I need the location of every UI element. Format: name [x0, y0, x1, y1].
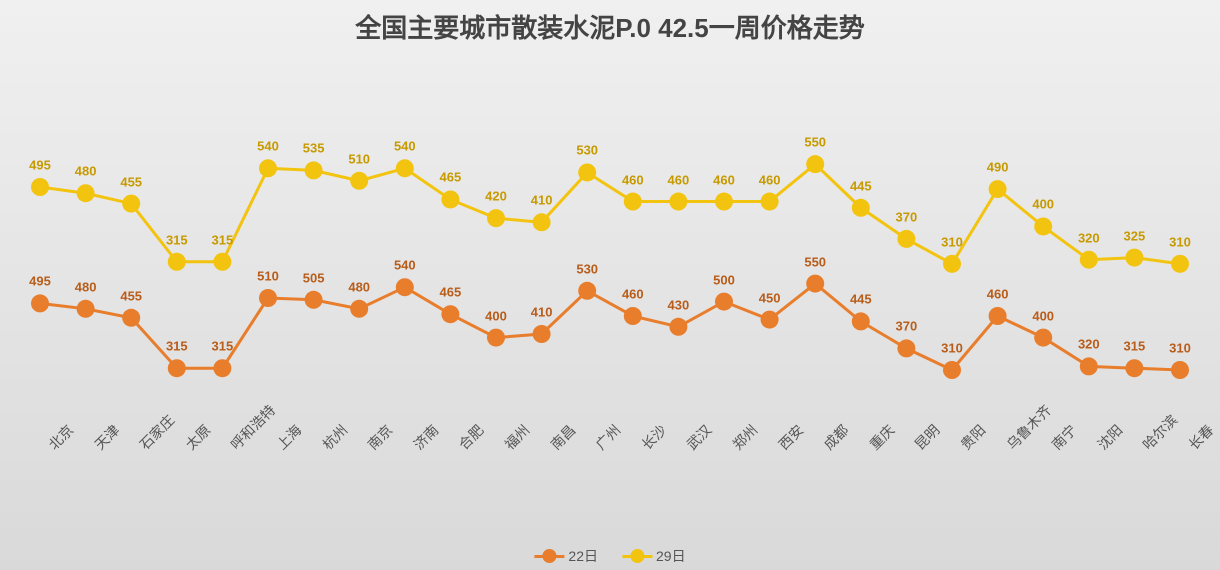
chart-svg	[0, 0, 1220, 570]
legend-dot-icon	[630, 549, 644, 563]
legend-item: 22日	[534, 546, 598, 566]
legend-dot-icon	[542, 549, 556, 563]
legend-line-icon	[622, 555, 652, 558]
legend-label: 22日	[568, 546, 598, 566]
chart-container: 全国主要城市散装水泥P.0 42.5一周价格走势 495480455315315…	[0, 0, 1220, 570]
legend-item: 29日	[622, 546, 686, 566]
legend-label: 29日	[656, 546, 686, 566]
legend: 22日 29日	[534, 546, 685, 566]
legend-line-icon	[534, 555, 564, 558]
